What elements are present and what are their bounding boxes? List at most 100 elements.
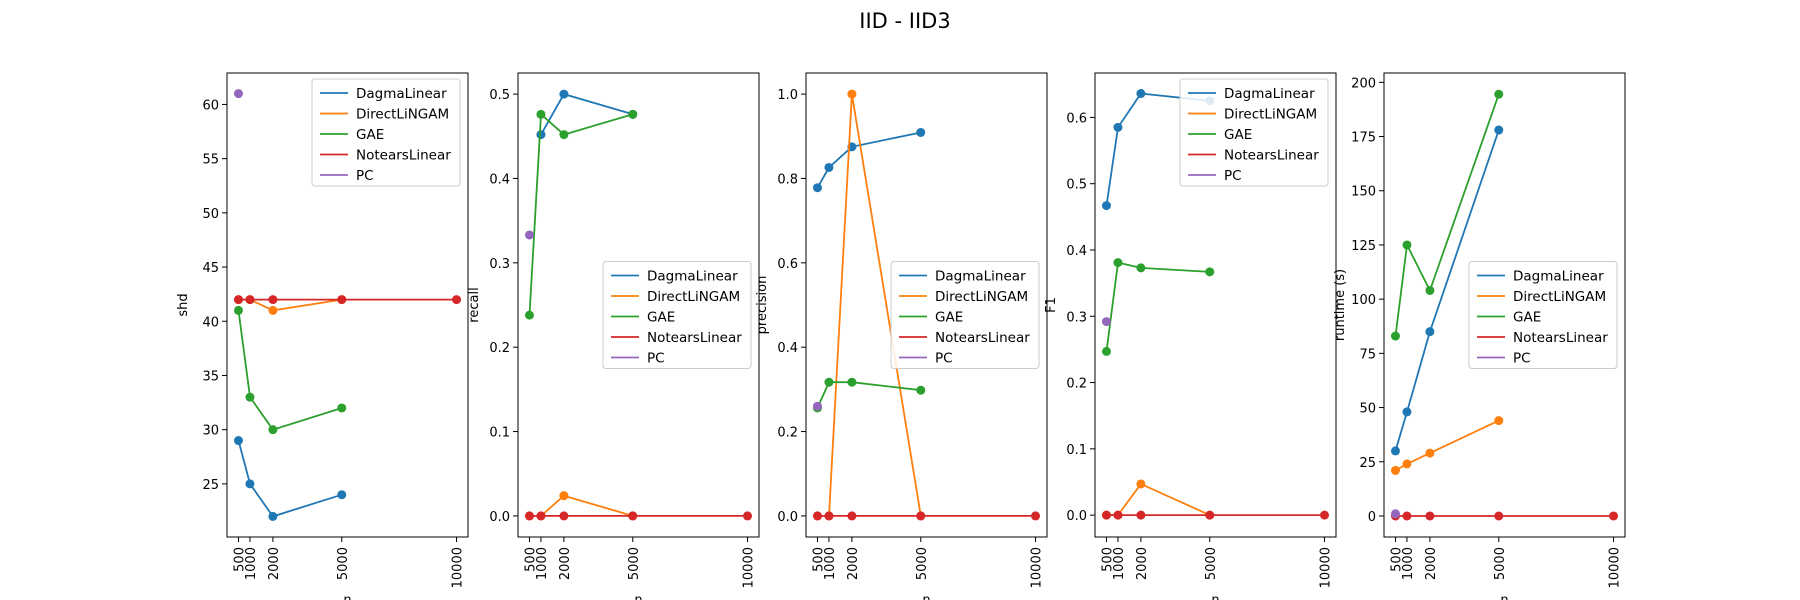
- data-point-notearslinear: [524, 511, 534, 521]
- data-point-gae: [1425, 285, 1435, 295]
- data-point-notearslinear: [559, 511, 569, 521]
- y-tick-label: 0.2: [1066, 377, 1087, 392]
- y-tick-label: 150: [1351, 185, 1376, 200]
- data-point-dagmalinear: [337, 490, 347, 500]
- legend-entry: DirectLiNGAM: [935, 289, 1028, 305]
- data-point-gae: [524, 310, 534, 320]
- x-tick-label: 1000: [1112, 547, 1127, 580]
- x-tick-label: 1000: [1401, 547, 1416, 580]
- legend-entry: NotearsLinear: [1224, 148, 1319, 164]
- series-group: [1101, 89, 1330, 520]
- y-tick-label: 25: [202, 478, 219, 493]
- legend-entry: DagmaLinear: [1513, 269, 1604, 285]
- y-tick-label: 0.2: [489, 341, 510, 356]
- subplots: 500100020005000100002530354045505560nshd…: [176, 72, 1626, 600]
- legend-entry: PC: [356, 168, 374, 184]
- series-line-gae: [816, 381, 921, 409]
- y-tick-label: 55: [202, 153, 219, 168]
- y-tick-label: 0.6: [777, 257, 798, 272]
- x-tick-label: 5000: [1204, 547, 1219, 580]
- x-axis-label: n: [922, 593, 930, 600]
- data-point-dagmalinear: [1390, 446, 1400, 456]
- legend-box: [311, 78, 461, 187]
- data-point-gae: [1101, 346, 1111, 356]
- legend-entry: GAE: [1224, 127, 1252, 143]
- data-point-notearslinear: [1205, 510, 1215, 520]
- data-point-notearslinear: [452, 295, 462, 305]
- data-point-directlingam: [1136, 479, 1146, 489]
- y-tick-label: 175: [1351, 131, 1376, 146]
- y-tick-label: 0.0: [1066, 509, 1087, 524]
- data-point-notearslinear: [337, 295, 347, 305]
- legend-entry: DirectLiNGAM: [647, 289, 740, 305]
- x-tick-label: 5000: [1493, 547, 1508, 580]
- y-tick-label: 60: [202, 98, 219, 113]
- x-tick-label: 500: [811, 547, 826, 572]
- y-tick-label: 100: [1351, 293, 1376, 308]
- data-point-directlingam: [1425, 448, 1435, 458]
- x-tick-label: 1000: [244, 547, 259, 580]
- y-axis-label: shd: [176, 293, 191, 316]
- x-axis-label: n: [1211, 593, 1219, 600]
- data-point-gae: [268, 425, 278, 435]
- y-tick-label: 0.1: [1066, 443, 1087, 458]
- data-point-directlingam: [268, 305, 278, 315]
- legend-entry: NotearsLinear: [647, 330, 742, 346]
- x-tick-label: 500: [232, 547, 247, 572]
- data-point-notearslinear: [1031, 511, 1041, 521]
- data-point-gae: [1494, 89, 1504, 99]
- data-point-dagmalinear: [559, 89, 569, 99]
- legend: DagmaLinear DirectLiNGAM GAE NotearsLinear P…: [311, 78, 461, 187]
- x-tick-label: 5000: [915, 547, 930, 580]
- y-tick-label: 125: [1351, 239, 1376, 254]
- y-tick-label: 1.0: [777, 88, 798, 103]
- legend-entry: DagmaLinear: [356, 86, 447, 102]
- data-point-notearslinear: [1609, 511, 1619, 521]
- figure-title: IID - IID3: [859, 9, 950, 33]
- plot-frame: [1094, 72, 1337, 538]
- y-tick-label: 0.6: [1066, 111, 1087, 126]
- data-point-notearslinear: [233, 295, 243, 305]
- series-group: [812, 89, 1041, 521]
- y-tick-label: 0.1: [489, 426, 510, 441]
- x-tick-label: 2000: [1135, 547, 1150, 580]
- legend: DagmaLinear DirectLiNGAM GAE NotearsLinear P…: [1468, 261, 1618, 369]
- legend-box: [890, 261, 1040, 369]
- legend-entry: DirectLiNGAM: [1513, 289, 1606, 305]
- x-axis-label: n: [1500, 593, 1508, 600]
- series-line-dagmalinear: [816, 131, 921, 189]
- data-point-directlingam: [1402, 459, 1412, 469]
- legend: DagmaLinear DirectLiNGAM GAE NotearsLinear P…: [890, 261, 1040, 369]
- y-tick-label: 50: [1359, 402, 1376, 417]
- y-tick-label: 0.4: [777, 341, 798, 356]
- legend-entry: GAE: [1513, 310, 1541, 326]
- series-line-dagmalinear: [1394, 129, 1500, 452]
- data-point-dagmalinear: [1425, 327, 1435, 337]
- x-tick-label: 500: [1389, 547, 1404, 572]
- y-tick-label: 0.0: [489, 510, 510, 525]
- legend-entry: DagmaLinear: [1224, 86, 1315, 102]
- y-tick-label: 0.3: [1066, 310, 1087, 325]
- data-point-notearslinear: [812, 511, 822, 521]
- data-point-gae: [245, 392, 255, 402]
- x-tick-label: 2000: [558, 547, 573, 580]
- data-point-notearslinear: [1136, 510, 1146, 520]
- y-tick-label: 0.2: [777, 426, 798, 441]
- data-point-gae: [824, 377, 834, 387]
- y-tick-label: 0.5: [489, 88, 510, 103]
- y-tick-label: 200: [1351, 76, 1376, 91]
- y-axis-label: precision: [755, 276, 770, 335]
- data-point-dagmalinear: [824, 162, 834, 172]
- y-tick-label: 30: [202, 424, 219, 439]
- x-tick-label: 1000: [535, 547, 550, 580]
- data-point-gae: [1390, 331, 1400, 341]
- plot-frame: [517, 72, 760, 538]
- data-point-gae: [1205, 267, 1215, 277]
- y-tick-label: 25: [1359, 456, 1376, 471]
- x-tick-label: 10000: [1030, 547, 1045, 588]
- data-point-dagmalinear: [1402, 407, 1412, 417]
- y-axis-label: F1: [1044, 297, 1059, 313]
- data-point-directlingam: [847, 89, 857, 99]
